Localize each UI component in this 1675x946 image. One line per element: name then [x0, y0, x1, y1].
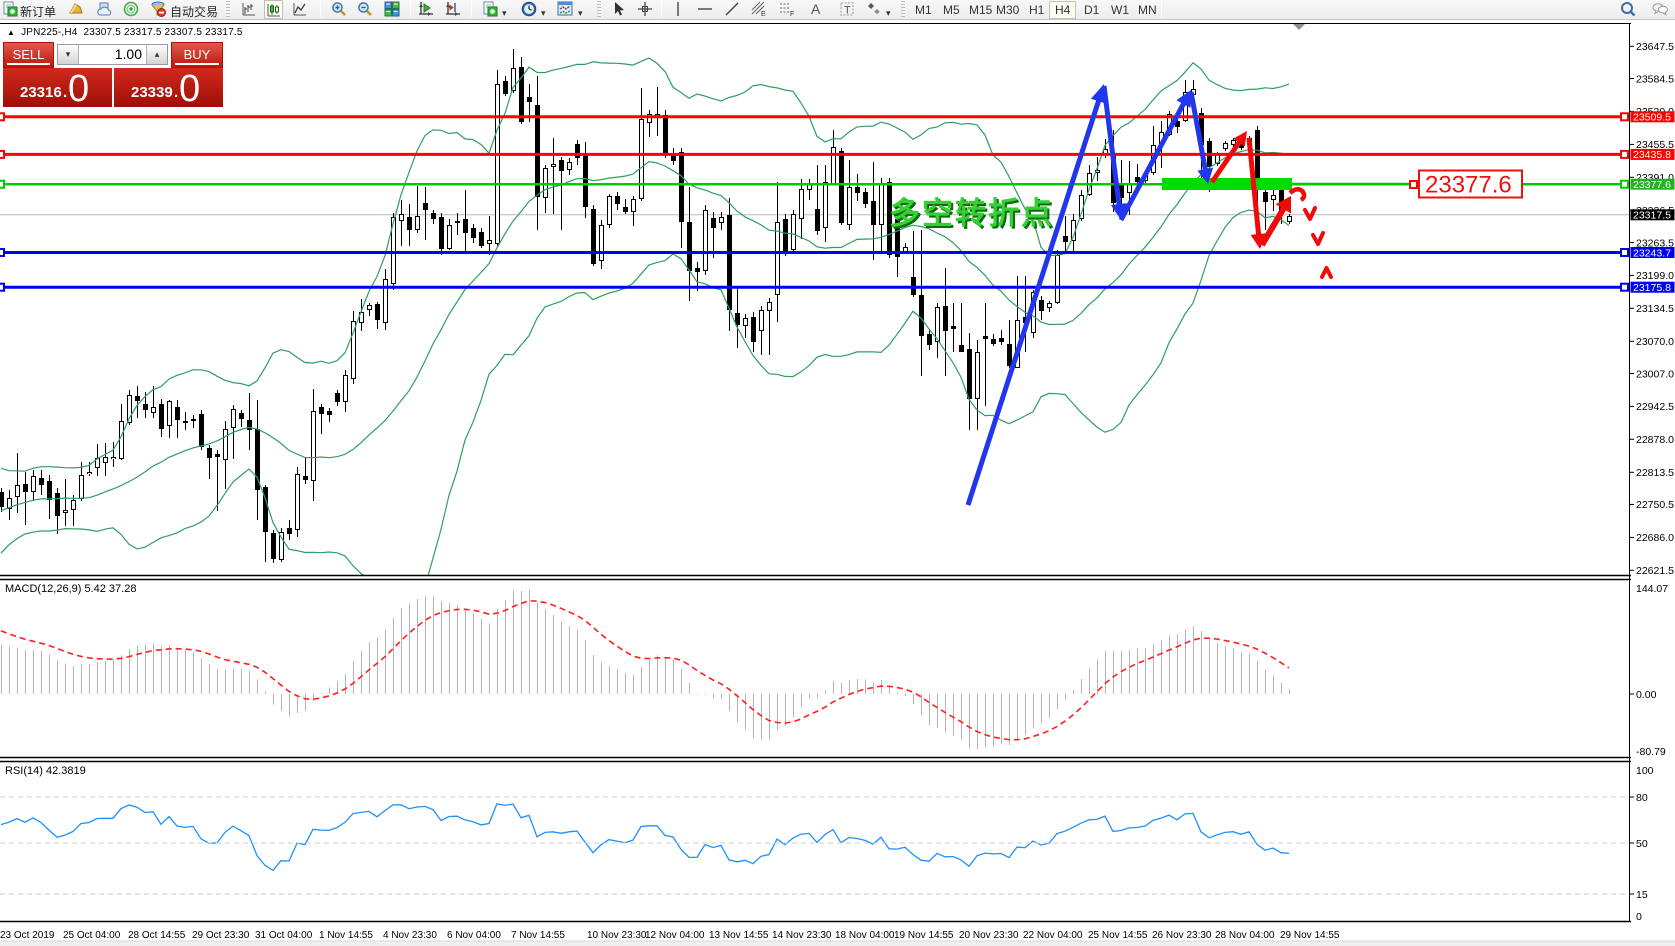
svg-text:13 Nov 14:55: 13 Nov 14:55	[709, 930, 769, 941]
svg-text:23584.5: 23584.5	[1636, 73, 1674, 85]
svg-text:25 Oct 04:00: 25 Oct 04:00	[63, 930, 121, 941]
svg-text:23455.5: 23455.5	[1636, 139, 1674, 151]
svg-text:80: 80	[1636, 792, 1648, 804]
svg-text:28 Oct 14:55: 28 Oct 14:55	[128, 930, 186, 941]
svg-text:15: 15	[1636, 889, 1648, 901]
svg-text:14 Nov 23:30: 14 Nov 23:30	[772, 930, 832, 941]
svg-text:1 Nov 14:55: 1 Nov 14:55	[319, 930, 373, 941]
svg-text:T: T	[844, 5, 851, 17]
svg-text:22 Nov 04:00: 22 Nov 04:00	[1023, 930, 1083, 941]
svg-text:22942.5: 22942.5	[1636, 401, 1674, 413]
svg-text:7 Nov 14:55: 7 Nov 14:55	[511, 930, 565, 941]
svg-text:29 Nov 14:55: 29 Nov 14:55	[1280, 930, 1340, 941]
svg-text:144.07: 144.07	[1636, 583, 1668, 595]
svg-text:10 Nov 23:30: 10 Nov 23:30	[587, 930, 647, 941]
svg-text:6 Nov 04:00: 6 Nov 04:00	[447, 930, 501, 941]
svg-text:E: E	[761, 11, 766, 17]
svg-text:F: F	[790, 11, 794, 17]
svg-text:29 Oct 23:30: 29 Oct 23:30	[192, 930, 250, 941]
svg-text:A: A	[811, 1, 821, 17]
svg-text:22686.0: 22686.0	[1636, 532, 1674, 544]
svg-text:23435.8: 23435.8	[1633, 149, 1671, 161]
svg-text:20 Nov 23:30: 20 Nov 23:30	[959, 930, 1019, 941]
svg-text:25 Nov 14:55: 25 Nov 14:55	[1088, 930, 1148, 941]
svg-text:23134.5: 23134.5	[1636, 303, 1674, 315]
svg-text:-80.79: -80.79	[1636, 746, 1666, 758]
svg-text:0.00: 0.00	[1636, 689, 1657, 701]
svg-text:23243.7: 23243.7	[1633, 247, 1671, 259]
svg-text:RSI(14) 42.3819: RSI(14) 42.3819	[5, 765, 86, 777]
svg-text:0: 0	[1636, 911, 1642, 923]
svg-text:23263.5: 23263.5	[1636, 237, 1674, 249]
svg-text:23647.5: 23647.5	[1636, 41, 1674, 53]
svg-text:23007.0: 23007.0	[1636, 368, 1674, 380]
svg-text:50: 50	[1636, 838, 1648, 850]
svg-text:22750.5: 22750.5	[1636, 499, 1674, 511]
svg-text:31 Oct 04:00: 31 Oct 04:00	[255, 930, 313, 941]
svg-text:MACD(12,26,9) 5.42 37.28: MACD(12,26,9) 5.42 37.28	[5, 583, 136, 595]
svg-text:22813.5: 22813.5	[1636, 467, 1674, 479]
svg-text:4 Nov 23:30: 4 Nov 23:30	[383, 930, 437, 941]
svg-text:100: 100	[1636, 765, 1654, 777]
svg-text:19 Nov 14:55: 19 Nov 14:55	[894, 930, 954, 941]
svg-text:23070.0: 23070.0	[1636, 336, 1674, 348]
svg-text:23377.6: 23377.6	[1633, 179, 1671, 191]
svg-text:23175.8: 23175.8	[1633, 282, 1671, 294]
svg-text:12 Nov 04:00: 12 Nov 04:00	[645, 930, 705, 941]
svg-text:23 Oct 2019: 23 Oct 2019	[0, 930, 55, 941]
svg-text:23509.5: 23509.5	[1633, 112, 1671, 124]
svg-text:23199.0: 23199.0	[1636, 270, 1674, 282]
svg-text:22621.5: 22621.5	[1636, 565, 1674, 577]
svg-text:22878.0: 22878.0	[1636, 434, 1674, 446]
svg-text:26 Nov 23:30: 26 Nov 23:30	[1152, 930, 1212, 941]
svg-text:23317.5: 23317.5	[1633, 210, 1671, 222]
svg-text:28 Nov 04:00: 28 Nov 04:00	[1215, 930, 1275, 941]
svg-text:18 Nov 04:00: 18 Nov 04:00	[835, 930, 895, 941]
svg-text:23377.6: 23377.6	[1425, 172, 1512, 199]
